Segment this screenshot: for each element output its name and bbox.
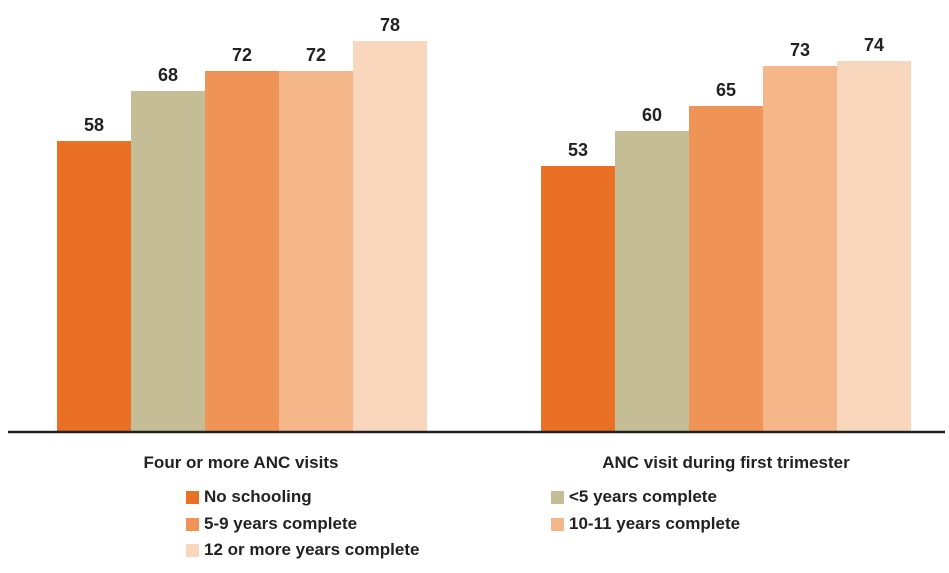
value-label-1-3: 73	[790, 40, 810, 60]
value-label-0-4: 78	[380, 15, 400, 35]
value-label-1-1: 60	[642, 105, 662, 125]
value-label-0-1: 68	[158, 65, 178, 85]
category-label-1: ANC visit during first trimester	[602, 453, 850, 472]
value-label-0-3: 72	[306, 45, 326, 65]
category-label-0: Four or more ANC visits	[144, 453, 339, 472]
bars-group	[57, 41, 911, 431]
bar-0-1	[131, 91, 205, 431]
value-label-1-4: 74	[864, 35, 884, 55]
value-label-1-0: 53	[568, 140, 588, 160]
bar-1-1	[615, 131, 689, 431]
bar-0-2	[205, 71, 279, 431]
bar-1-0	[541, 166, 615, 431]
bar-1-3	[763, 66, 837, 431]
value-label-0-2: 72	[232, 45, 252, 65]
bar-0-0	[57, 141, 131, 431]
bar-0-3	[279, 71, 353, 431]
value-label-0-0: 58	[84, 115, 104, 135]
bar-1-2	[689, 106, 763, 431]
value-labels-group: 58 68 72 72 78 53 60 65 73 74	[84, 15, 884, 160]
bar-0-4	[353, 41, 427, 431]
category-labels-group: Four or more ANC visits ANC visit during …	[144, 453, 851, 472]
value-label-1-2: 65	[716, 80, 736, 100]
bar-1-4	[837, 61, 911, 431]
